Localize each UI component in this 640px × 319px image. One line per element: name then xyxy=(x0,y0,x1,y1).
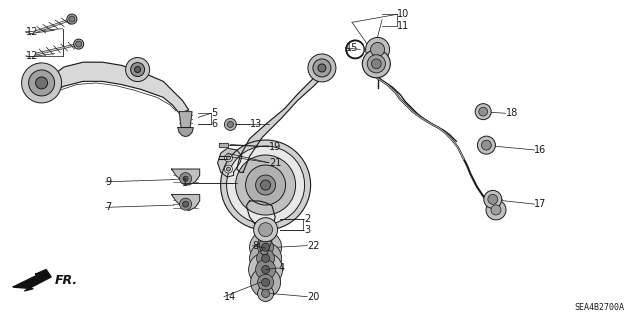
Circle shape xyxy=(257,286,274,301)
Circle shape xyxy=(488,194,498,204)
Polygon shape xyxy=(237,67,326,172)
Polygon shape xyxy=(258,236,273,255)
Circle shape xyxy=(313,59,331,77)
Circle shape xyxy=(318,64,326,72)
Circle shape xyxy=(131,63,145,77)
Polygon shape xyxy=(218,148,242,177)
Circle shape xyxy=(367,55,385,73)
Circle shape xyxy=(484,190,502,208)
Circle shape xyxy=(371,42,385,56)
Circle shape xyxy=(250,231,282,263)
Polygon shape xyxy=(178,128,193,137)
Circle shape xyxy=(36,77,47,89)
Circle shape xyxy=(491,205,501,215)
Text: 1: 1 xyxy=(182,178,189,189)
Circle shape xyxy=(29,70,54,96)
Text: 4: 4 xyxy=(278,263,285,273)
Circle shape xyxy=(180,198,191,210)
Text: 20: 20 xyxy=(307,292,319,302)
Circle shape xyxy=(180,173,191,185)
Circle shape xyxy=(227,146,305,224)
Circle shape xyxy=(479,107,488,116)
Circle shape xyxy=(74,39,84,49)
Text: 21: 21 xyxy=(269,158,281,168)
Circle shape xyxy=(371,59,381,69)
Circle shape xyxy=(225,165,232,173)
Text: 3: 3 xyxy=(304,225,310,235)
Text: 8: 8 xyxy=(253,241,259,251)
Text: 16: 16 xyxy=(534,145,547,155)
Text: 11: 11 xyxy=(397,20,409,31)
Polygon shape xyxy=(13,270,51,291)
Text: 14: 14 xyxy=(224,292,236,302)
Text: SEA4B2700A: SEA4B2700A xyxy=(574,303,624,312)
Polygon shape xyxy=(42,62,189,113)
Circle shape xyxy=(259,223,273,237)
Circle shape xyxy=(76,41,82,47)
Circle shape xyxy=(365,37,390,62)
Circle shape xyxy=(257,239,274,255)
Circle shape xyxy=(221,140,310,230)
Circle shape xyxy=(362,50,390,78)
Text: 9: 9 xyxy=(106,177,112,187)
Text: 19: 19 xyxy=(269,142,281,152)
Circle shape xyxy=(225,154,232,162)
Text: 13: 13 xyxy=(250,119,262,130)
Circle shape xyxy=(251,267,280,297)
Circle shape xyxy=(477,136,495,154)
Circle shape xyxy=(227,156,230,160)
Circle shape xyxy=(125,57,150,82)
Circle shape xyxy=(69,16,75,22)
Text: 12: 12 xyxy=(26,27,38,37)
Text: 17: 17 xyxy=(534,199,547,209)
Circle shape xyxy=(248,253,283,286)
Polygon shape xyxy=(172,195,200,211)
Polygon shape xyxy=(179,112,192,128)
Text: 12: 12 xyxy=(26,51,38,61)
Circle shape xyxy=(67,14,77,24)
Circle shape xyxy=(250,242,282,274)
Circle shape xyxy=(475,104,492,120)
Circle shape xyxy=(182,201,189,207)
Circle shape xyxy=(262,278,269,286)
Circle shape xyxy=(225,118,236,130)
Circle shape xyxy=(262,289,269,298)
Polygon shape xyxy=(246,201,275,236)
Text: 5: 5 xyxy=(211,108,218,118)
Circle shape xyxy=(255,175,276,195)
Text: 10: 10 xyxy=(397,9,409,19)
Circle shape xyxy=(262,265,269,274)
Circle shape xyxy=(262,243,269,251)
Circle shape xyxy=(183,176,188,181)
Polygon shape xyxy=(219,143,228,147)
Text: 6: 6 xyxy=(211,119,218,130)
Circle shape xyxy=(253,218,278,242)
Polygon shape xyxy=(172,169,200,185)
Text: 22: 22 xyxy=(307,241,320,251)
Circle shape xyxy=(227,122,234,127)
Text: 2: 2 xyxy=(304,213,310,224)
Text: 7: 7 xyxy=(106,202,112,212)
Circle shape xyxy=(308,54,336,82)
Text: FR.: FR. xyxy=(55,274,78,286)
Circle shape xyxy=(260,180,271,190)
Circle shape xyxy=(22,63,61,103)
Text: 15: 15 xyxy=(346,43,358,53)
Text: 18: 18 xyxy=(506,108,518,118)
Circle shape xyxy=(246,165,285,205)
Circle shape xyxy=(134,67,141,72)
Circle shape xyxy=(262,254,269,263)
Circle shape xyxy=(257,274,274,290)
Circle shape xyxy=(481,140,492,150)
Circle shape xyxy=(236,155,296,215)
Circle shape xyxy=(257,249,275,267)
Circle shape xyxy=(486,200,506,220)
Circle shape xyxy=(255,260,276,279)
Circle shape xyxy=(227,167,230,171)
